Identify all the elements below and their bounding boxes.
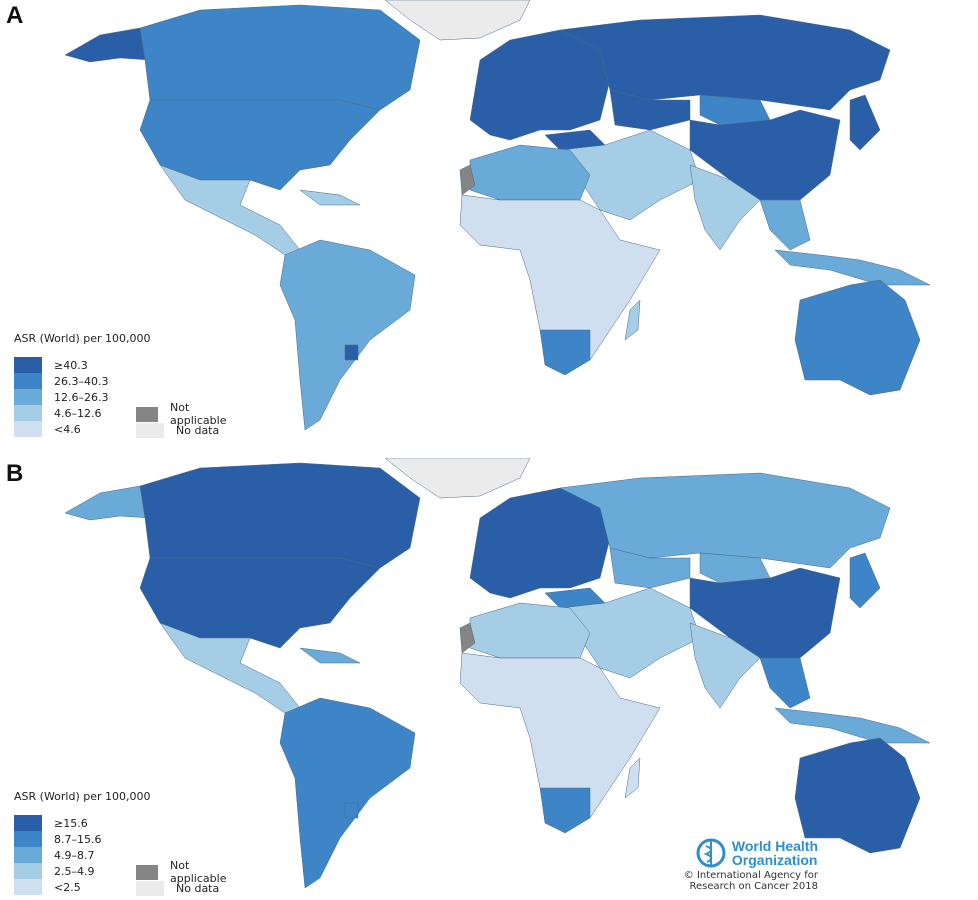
legend-swatch — [14, 831, 42, 847]
region-south-america — [279, 239, 416, 431]
who-name-line2: Organization — [731, 852, 818, 868]
who-logo: World Health Organization © International… — [668, 836, 818, 892]
legend-swatch — [14, 389, 42, 405]
region-middle-east — [559, 587, 701, 679]
region-russia — [559, 14, 891, 111]
credit-line2: Research on Cancer 2018 — [689, 881, 818, 892]
region-south-america — [279, 697, 416, 889]
region-usa — [139, 557, 381, 649]
legend-label: 4.9–8.7 — [54, 848, 95, 862]
legend-item: 8.7–15.6 — [14, 831, 151, 847]
legend-swatch — [14, 357, 42, 373]
legend-label: 12.6–26.3 — [54, 390, 109, 404]
region-indonesia — [774, 707, 931, 744]
region-usa — [139, 99, 381, 191]
map-panel-b: B ASR (World) per 100,000 ≥15.6 8.7–15.6 4… — [0, 458, 978, 900]
region-china — [689, 567, 841, 659]
legend-swatch — [14, 879, 42, 895]
region-caribbean — [299, 647, 361, 664]
region-africa — [459, 652, 661, 829]
region-north-africa — [469, 144, 591, 201]
region-se-asia — [759, 657, 811, 709]
legend-label: ≥40.3 — [54, 358, 88, 372]
legend-item: ≥15.6 — [14, 815, 151, 831]
region-greenland — [384, 0, 531, 41]
region-sahara-west — [459, 164, 476, 196]
region-north-africa — [469, 602, 591, 659]
legend-title: ASR (World) per 100,000 — [14, 332, 151, 345]
region-russia — [559, 472, 891, 569]
panel-label: B — [6, 460, 24, 487]
region-india — [689, 622, 761, 709]
legend-title: ASR (World) per 100,000 — [14, 790, 151, 803]
legend-label: 4.6–12.6 — [54, 406, 102, 420]
legend-not-applicable: Not applicable — [136, 401, 232, 427]
world-map-b — [64, 458, 931, 889]
region-alaska — [64, 27, 151, 63]
region-australia — [794, 737, 921, 854]
region-japan — [849, 94, 881, 151]
legend: ASR (World) per 100,000 ≥15.6 8.7–15.6 4.9… — [14, 790, 226, 896]
map-panel-a: A ASR (World) per 100,000 ≥40.3 26.3–40.3… — [6, 0, 931, 438]
legend-item: 26.3–40.3 — [14, 373, 151, 389]
legend-label: <2.5 — [54, 880, 81, 894]
legend-label: 26.3–40.3 — [54, 374, 109, 388]
region-canada — [139, 4, 421, 111]
region-japan — [849, 552, 881, 609]
region-india — [689, 164, 761, 251]
legend: ASR (World) per 100,000 ≥40.3 26.3–40.3 12… — [14, 332, 226, 438]
legend-swatch — [14, 863, 42, 879]
region-indonesia — [774, 249, 931, 286]
world-map-a — [64, 0, 931, 431]
who-emblem-icon — [696, 838, 726, 868]
region-sahara-west — [459, 622, 476, 654]
legend-item: 2.5–4.9 — [14, 863, 151, 879]
legend-not-applicable: Not applicable — [136, 859, 232, 885]
region-alaska — [64, 485, 151, 521]
region-caribbean — [299, 189, 361, 206]
legend-item: 12.6–26.3 — [14, 389, 151, 405]
region-madagascar — [624, 757, 641, 799]
legend-label: 8.7–15.6 — [54, 832, 102, 846]
legend-swatch — [14, 405, 42, 421]
region-australia — [794, 279, 921, 396]
region-europe — [469, 487, 611, 599]
region-se-asia — [759, 199, 811, 251]
panel-label: A — [6, 2, 24, 29]
credit-line1: © International Agency for — [683, 870, 818, 881]
region-canada — [139, 462, 421, 569]
legend-label: ≥15.6 — [54, 816, 88, 830]
region-uruguay — [344, 344, 359, 361]
legend-swatch — [14, 421, 42, 437]
legend-no-data: No data — [136, 422, 232, 438]
legend-swatch — [14, 847, 42, 863]
region-europe — [469, 29, 611, 141]
legend-item: <4.6 — [14, 421, 151, 437]
legend-label: 2.5–4.9 — [54, 864, 95, 878]
legend-item: ≥40.3 — [14, 357, 151, 373]
region-africa — [459, 194, 661, 371]
region-south-africa — [539, 787, 591, 834]
legend-no-data: No data — [136, 880, 232, 896]
legend-swatch — [14, 815, 42, 831]
legend-item: 4.9–8.7 — [14, 847, 151, 863]
region-south-africa — [539, 329, 591, 376]
region-middle-east — [559, 129, 701, 221]
region-china — [689, 109, 841, 201]
region-madagascar — [624, 299, 641, 341]
region-uruguay — [344, 802, 359, 819]
legend-swatch — [14, 373, 42, 389]
legend-label: <4.6 — [54, 422, 81, 436]
legend-item: <2.5 — [14, 879, 151, 895]
who-name-line1: World Health — [731, 838, 818, 854]
legend-item: 4.6–12.6 — [14, 405, 151, 421]
region-greenland — [384, 458, 531, 499]
